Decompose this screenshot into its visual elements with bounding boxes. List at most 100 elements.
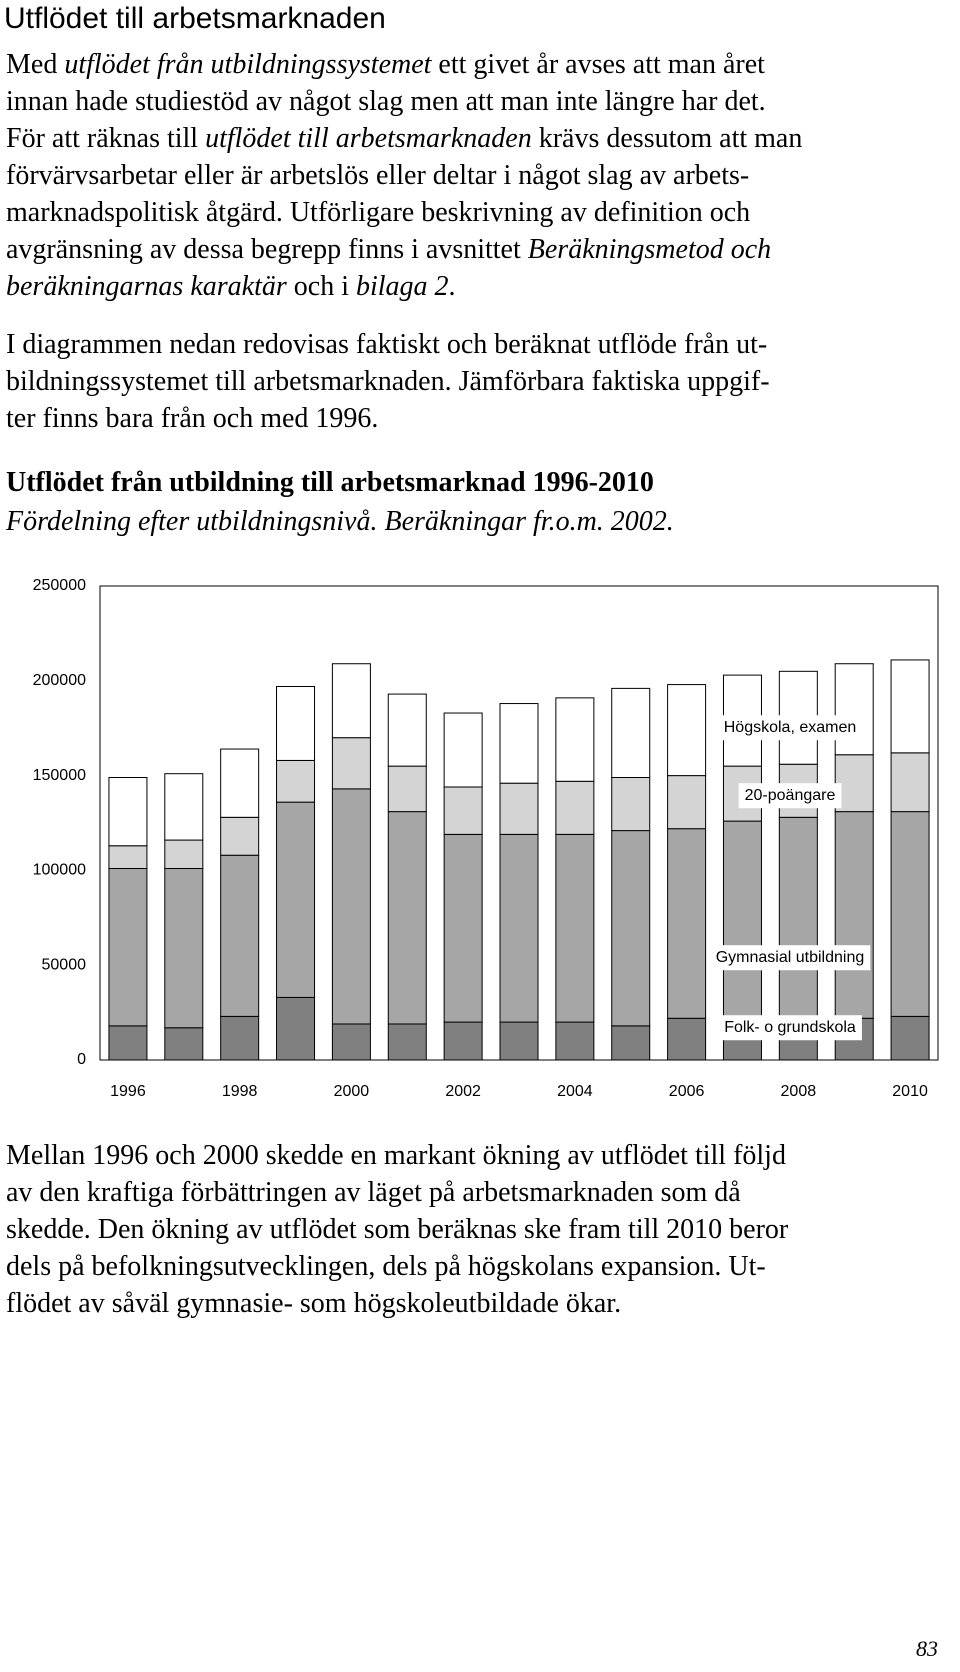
bar-segment [331,788,371,1025]
text-line: Med utflödet från utbildningssystemet et… [6,46,802,83]
chart-subtitle: Fördelning efter utbildningsnivå. Beräkn… [6,506,674,537]
bar-segment [220,854,260,1017]
text-run: flödet av såväl gymnasie- som högskoleut… [6,1288,622,1319]
legend-item: 20-poängare [738,783,842,809]
bar-segment [834,811,874,1019]
text-line: bildningssystemet till arbetsmarknaden. … [6,363,770,400]
text-line: avgränsning av dessa begrepp finns i avs… [6,231,802,268]
bar-segment [611,1025,651,1061]
bar-segment [276,801,316,998]
text-line: dels på befolkningsutvecklingen, dels på… [6,1248,788,1285]
text-line: flödet av såväl gymnasie- som högskoleut… [6,1285,788,1322]
emphasis: beräkningarnas karaktär [6,271,287,302]
bar-segment [108,868,148,1027]
legend-label: Folk- o grundskola [724,1019,856,1036]
legend-label: Gymnasial utbildning [716,949,865,966]
bar-segment [331,737,371,790]
y-tick-label: 50000 [42,956,87,973]
legend-label: 20-poängare [745,787,836,804]
text-line: För att räknas till utflödet till arbets… [6,120,802,157]
text-run: krävs dessutom att man [531,123,803,154]
x-tick-label: 2006 [669,1083,705,1100]
bar-segment [499,1021,539,1061]
bar-segment [331,663,371,739]
bar-segment [611,830,651,1027]
text-line: ter finns bara från och med 1996. [6,400,770,437]
paragraph: Mellan 1996 och 2000 skedde en markant ö… [6,1137,788,1322]
paragraph: Med utflödet från utbildningssystemet et… [6,46,802,305]
bar-segment [276,996,316,1061]
x-tick-label: 2004 [557,1083,593,1100]
bar-segment [443,1021,483,1061]
bar-segment [108,845,148,870]
text-line: Mellan 1996 och 2000 skedde en markant ö… [6,1137,788,1174]
chart-title: Utflödet från utbildning till arbetsmark… [6,467,654,498]
text-run: ter finns bara från och med 1996. [6,403,379,434]
text-line: av den kraftiga förbättringen av läget p… [6,1174,788,1211]
bar-segment [443,833,483,1023]
bar-segment [443,712,483,788]
x-tick-label: 2010 [892,1083,928,1100]
bar-segment [555,780,595,835]
bar-segment [220,748,260,818]
emphasis: bilaga 2 [355,271,449,302]
bar-segment [778,816,818,1021]
emphasis: Beräkningsmetod och [527,234,772,265]
legend-background [709,945,871,971]
bar-segment [499,833,539,1023]
bar-segment [164,839,204,870]
text-run: och i [286,271,356,302]
x-tick-label: 2002 [445,1083,481,1100]
bar-segment [834,754,874,813]
x-tick-label: 2000 [334,1083,370,1100]
bar-segment [499,703,539,784]
bar-segment [834,663,874,756]
emphasis: utflödet till arbetsmarknaden [205,123,532,154]
bar-segment [331,1023,371,1061]
bar-segment [387,811,427,1025]
emphasis: utflödet från utbildningssystemet [64,49,432,80]
y-tick-label: 100000 [33,862,86,879]
bar-segment [890,811,930,1017]
text-run: ett givet år avses att man året [431,49,765,80]
text-run: marknadspolitisk åtgärd. Utförligare bes… [6,197,751,228]
text-line: skedde. Den ökning av utflödet som beräk… [6,1211,788,1248]
text-run: förvärvsarbetar eller är arbetslös eller… [6,160,750,191]
chart: 0 50000 100000 150000 200000 250000 1996 1998 20… [33,577,939,1100]
bar-segment [890,752,930,813]
text-run: Mellan 1996 och 2000 skedde en markant ö… [6,1140,786,1171]
legend-item: Högskola, examen [717,715,863,741]
legend-background [738,783,842,809]
bar-segment [164,1027,204,1061]
heading: Utflödet till arbetsmarknaden [4,2,386,35]
bar-segment [611,687,651,778]
bar-segment [667,684,707,777]
legend-item: Folk- o grundskola [718,1015,862,1041]
text-run: avgränsning av dessa begrepp finns i avs… [6,234,528,265]
y-tick-label: 0 [77,1051,86,1068]
text-run: . [448,271,456,302]
bar-segment [276,685,316,761]
bar-segment [555,697,595,782]
text-run: bildningssystemet till arbetsmarknaden. … [6,366,770,397]
bar-segment [164,868,204,1029]
x-tick-label: 2008 [781,1083,817,1100]
y-tick-label: 250000 [33,577,86,594]
bar-segment [276,759,316,803]
bar-segment [108,776,148,847]
bar-segment [164,773,204,841]
bar-segment [890,1015,930,1061]
text-line: I diagrammen nedan redovisas faktiskt oc… [6,326,770,363]
bar-segment [220,816,260,856]
text-run: I diagrammen nedan redovisas faktiskt oc… [6,329,768,360]
text-run: av den kraftiga förbättringen av läget p… [6,1177,741,1208]
bar-segment [667,775,707,830]
y-tick-label: 150000 [33,767,86,784]
bar-segment [443,786,483,835]
text-run: innan hade studiestöd av något slag men … [6,86,766,117]
paragraph: I diagrammen nedan redovisas faktiskt oc… [6,326,770,437]
bar-segment [611,776,651,832]
text-run: dels på befolkningsutvecklingen, dels på… [6,1251,766,1282]
text-run: För att räknas till [6,123,206,154]
